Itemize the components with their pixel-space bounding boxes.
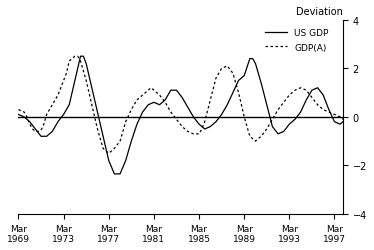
Text: Deviation: Deviation: [296, 7, 343, 17]
Legend: US GDP, GDP(A): US GDP, GDP(A): [264, 29, 329, 52]
